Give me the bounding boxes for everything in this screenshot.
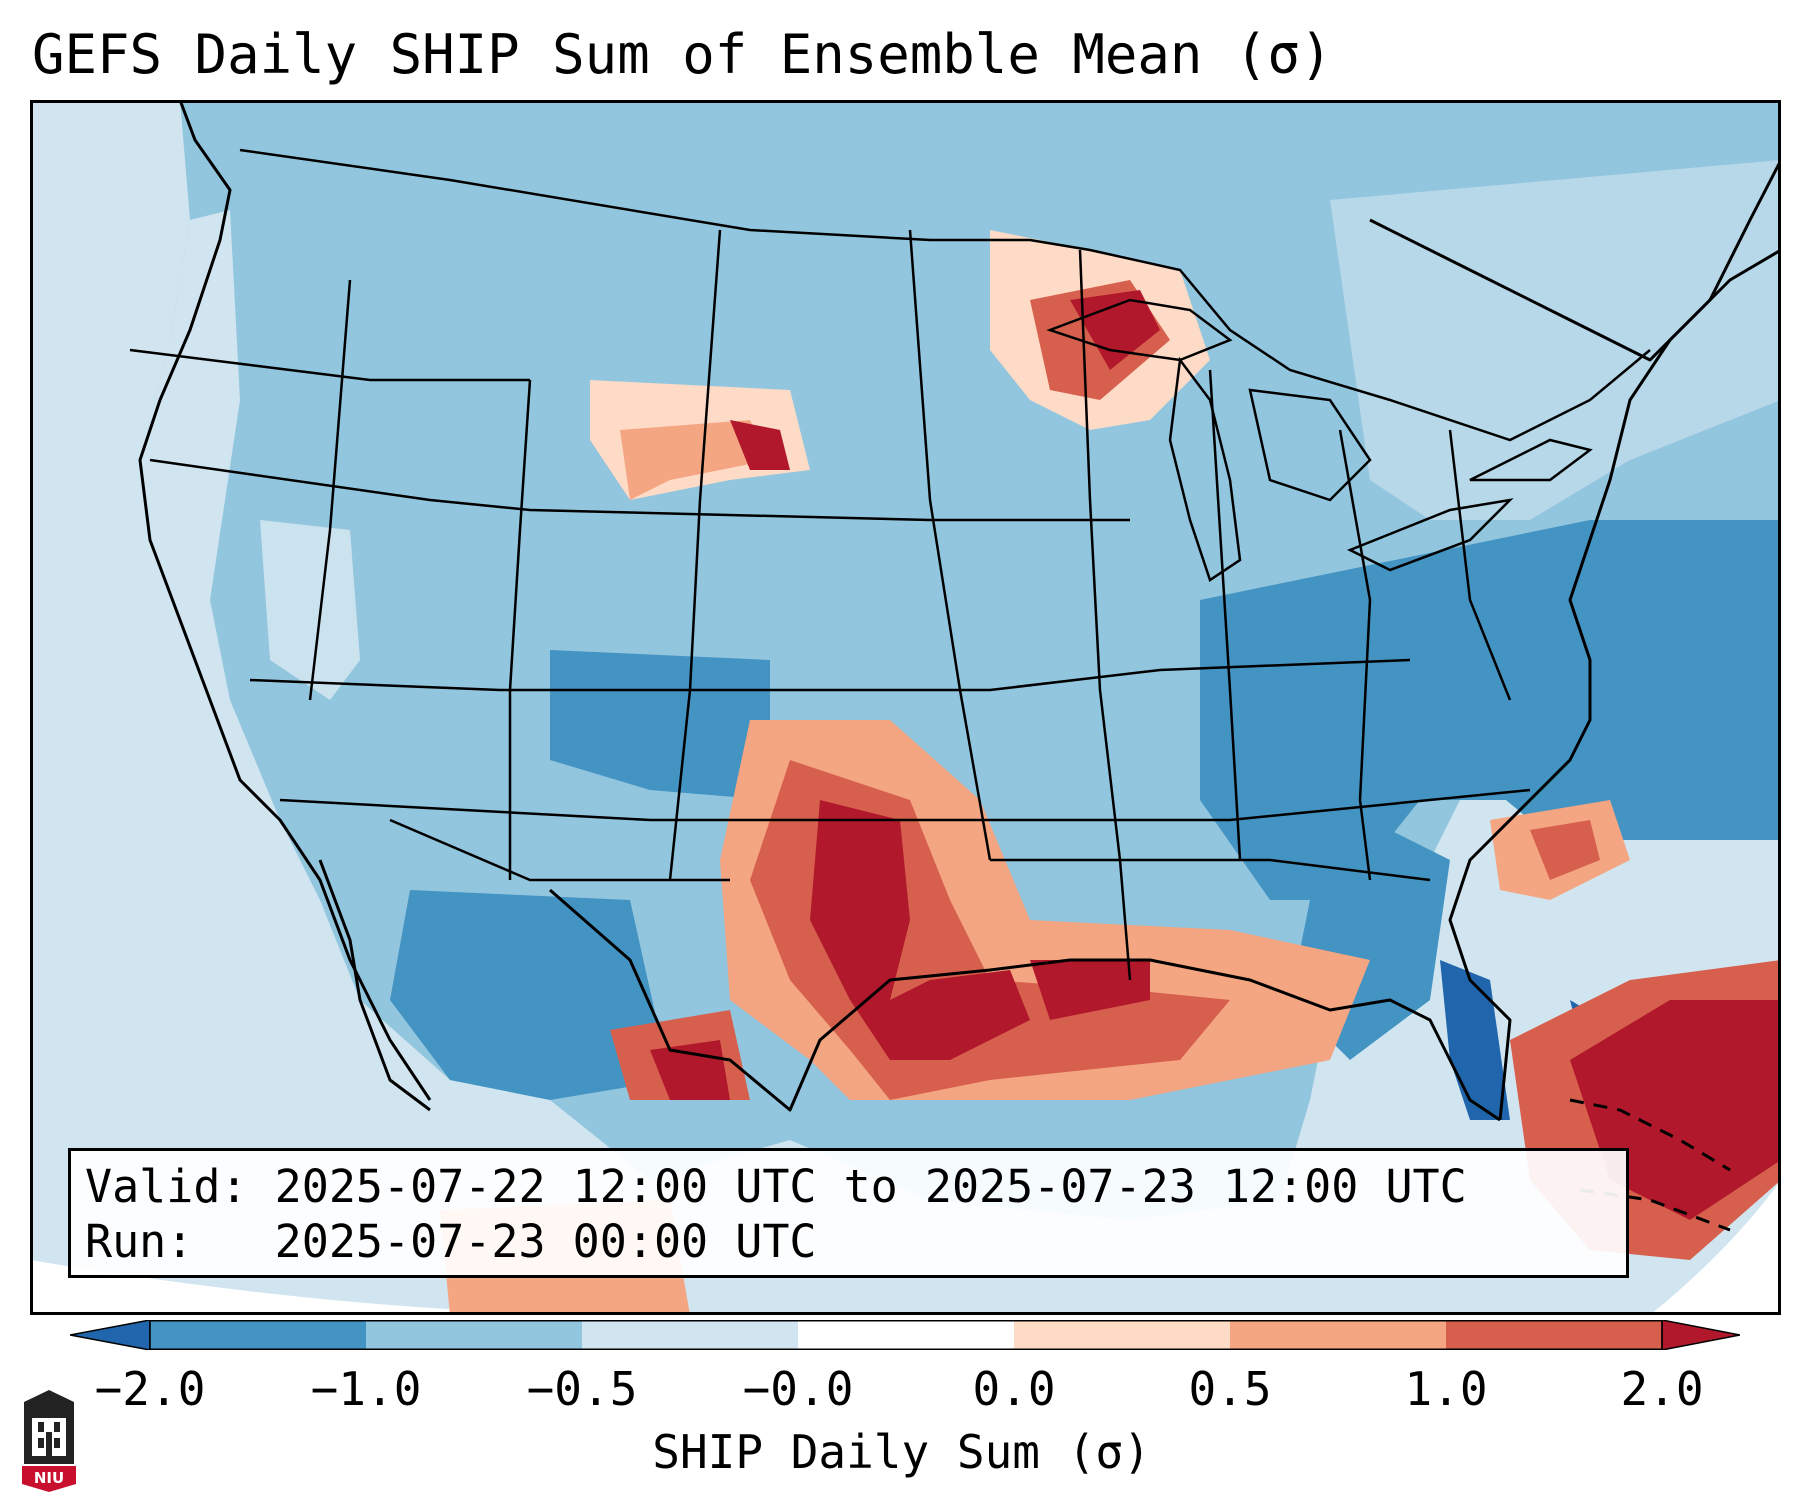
nevada-light — [260, 520, 360, 700]
colorbar-tick-label: 2.0 — [1620, 1362, 1704, 1416]
caribbean-islands — [1569, 1098, 1731, 1232]
valid-value: 2025-07-22 12:00 UTC to 2025-07-23 12:00… — [274, 1160, 1467, 1213]
coastlines — [138, 100, 1781, 1122]
colorbar-label: SHIP Daily Sum (σ) — [652, 1425, 1151, 1479]
colorbar-tick-label: −1.0 — [310, 1362, 422, 1416]
colorbar-under-arrow — [70, 1320, 151, 1350]
colorbar-tick-label: 0.0 — [972, 1362, 1056, 1416]
wyoming-mid-red — [620, 420, 770, 500]
wyoming-dark-red — [730, 420, 790, 470]
great-lakes — [1046, 298, 1593, 582]
info-box: Valid: 2025-07-22 12:00 UTC to 2025-07-2… — [68, 1148, 1629, 1278]
colorbar-tick-label: −2.0 — [94, 1362, 206, 1416]
colorbar-segment-2 — [582, 1320, 798, 1350]
mexico-dark-red — [650, 1040, 730, 1100]
ship-map — [30, 100, 1781, 1315]
mexico-dark — [390, 890, 670, 1100]
colorado-dark — [550, 650, 770, 800]
svg-text:NIU: NIU — [34, 1469, 64, 1487]
colorbar-tick-label: −0.5 — [526, 1362, 638, 1416]
colorbar-segment-5 — [1230, 1320, 1446, 1350]
offmap-area — [30, 1260, 590, 1315]
colorbar-segment-0 — [150, 1320, 366, 1350]
offmap-area-right — [1650, 1180, 1781, 1315]
florida-darkest — [1440, 960, 1510, 1120]
colorbar-over-arrow — [1661, 1320, 1740, 1350]
colorbar-tick-label: 0.5 — [1188, 1362, 1272, 1416]
texas-dark-red — [810, 800, 1030, 1060]
colorbar-segment-6 — [1446, 1320, 1662, 1350]
colorbar-segment-1 — [366, 1320, 582, 1350]
niu-logo: NIU — [22, 1390, 76, 1492]
atlantic-mid-red — [1530, 820, 1600, 880]
valid-line: Valid: 2025-07-22 12:00 UTC to 2025-07-2… — [85, 1159, 1612, 1214]
valid-label: Valid: — [85, 1160, 248, 1213]
colorbar-tick-label: −0.0 — [742, 1362, 854, 1416]
colorbar-outline — [149, 1320, 1663, 1350]
run-value: 2025-07-23 00:00 UTC — [274, 1215, 817, 1268]
colorbar — [70, 1320, 1740, 1350]
northeast-light — [1330, 160, 1781, 520]
louisiana-dark-red — [1030, 960, 1150, 1020]
colorbar-segment-4 — [1014, 1320, 1230, 1350]
atlantic-dark — [1410, 580, 1781, 820]
colorbar-tick-label: 1.0 — [1404, 1362, 1488, 1416]
map-frame-border — [30, 100, 1781, 1315]
map-panel[interactable] — [30, 100, 1781, 1315]
map-title: GEFS Daily SHIP Sum of Ensemble Mean (σ) — [32, 23, 1333, 86]
upper-midwest-dark-red — [1070, 290, 1160, 370]
run-line: Run: 2025-07-23 00:00 UTC — [85, 1214, 1612, 1269]
state-borders — [129, 148, 1651, 981]
colorbar-segment-3 — [798, 1320, 1014, 1350]
run-label: Run: — [85, 1215, 194, 1268]
